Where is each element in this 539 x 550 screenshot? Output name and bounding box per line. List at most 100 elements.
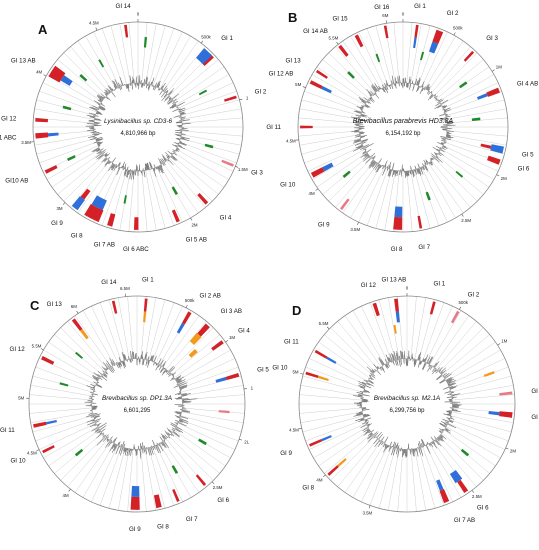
gc-baseline-ring xyxy=(358,82,448,172)
feature-block xyxy=(428,41,439,54)
gc-baseline-ring xyxy=(93,82,183,172)
tick-mark xyxy=(315,188,319,191)
spoke xyxy=(144,297,157,360)
gi-label: GI 1 xyxy=(221,35,233,42)
spoke xyxy=(159,35,191,89)
spoke xyxy=(177,145,234,172)
spoke xyxy=(445,99,505,116)
spoke xyxy=(397,449,404,512)
gi-label: GI 3 xyxy=(251,170,263,177)
gi-block xyxy=(490,144,505,154)
feature-block xyxy=(74,448,84,457)
gi-label: GI 12 xyxy=(10,346,26,353)
spoke xyxy=(298,130,360,137)
feature-block xyxy=(455,170,464,178)
spoke xyxy=(446,349,501,382)
tick-label: 1M xyxy=(501,338,507,343)
spokes xyxy=(299,296,515,512)
gi-label: GI 4 AB xyxy=(517,80,538,87)
spoke xyxy=(369,302,392,362)
tick-mark xyxy=(300,373,304,375)
spoke xyxy=(43,426,98,459)
gi-block xyxy=(196,48,213,65)
spoke xyxy=(163,40,199,92)
spoke xyxy=(166,160,206,208)
spoke xyxy=(148,447,166,509)
feature-block xyxy=(215,376,227,383)
gi-block xyxy=(310,167,325,178)
feature-block xyxy=(123,195,127,204)
gi-block xyxy=(309,439,322,447)
feature-block xyxy=(98,59,105,68)
feature-block xyxy=(325,356,337,364)
spoke xyxy=(397,296,404,359)
gi-block xyxy=(354,34,364,48)
spoke xyxy=(148,299,166,361)
genome-name: Brevibacillus sp. M2.1A xyxy=(374,395,440,402)
gi-block xyxy=(394,298,399,312)
spoke xyxy=(452,394,515,401)
spoke xyxy=(424,35,456,89)
gi-block xyxy=(71,196,85,211)
spoke xyxy=(155,306,183,363)
gi-label: GI 9 xyxy=(318,221,330,228)
spoke xyxy=(127,296,134,359)
spoke xyxy=(330,435,376,481)
tick-mark xyxy=(225,340,229,343)
spoke xyxy=(63,52,107,96)
feature-block xyxy=(171,186,179,195)
tick-mark xyxy=(200,40,204,44)
spoke xyxy=(177,82,234,109)
spoke xyxy=(358,31,385,88)
feature-block xyxy=(75,351,84,359)
tick-mark xyxy=(211,481,215,485)
spoke xyxy=(350,35,382,89)
feature-block xyxy=(176,322,185,334)
spoke xyxy=(352,310,385,365)
gi-label: GI 12 xyxy=(1,115,17,122)
tick-label: 5M xyxy=(18,395,24,400)
spoke xyxy=(179,366,239,389)
tick-mark xyxy=(36,449,40,452)
gi-block xyxy=(42,445,55,454)
gi-block xyxy=(153,494,162,509)
feature-block xyxy=(47,132,59,137)
spoke xyxy=(173,66,225,102)
spoke xyxy=(425,306,453,363)
tick-label: 0 xyxy=(137,12,140,17)
feature-block xyxy=(488,411,500,416)
tick-mark xyxy=(76,310,79,314)
spoke xyxy=(301,99,361,116)
spoke xyxy=(93,31,120,88)
tick-mark xyxy=(491,69,495,72)
spoke xyxy=(446,134,507,146)
tick-label: 4.5M xyxy=(286,138,296,143)
tick-mark xyxy=(459,306,462,310)
gc-content-trace xyxy=(84,350,198,459)
spoke xyxy=(74,441,112,493)
gc-baseline-ring xyxy=(361,358,453,450)
spoke xyxy=(176,349,231,382)
feature-block xyxy=(62,105,72,111)
gi-label: GI 5 xyxy=(257,367,269,374)
gi-block xyxy=(133,217,139,230)
feature-block xyxy=(204,143,214,149)
gi-label: GI 3 AB xyxy=(221,308,242,315)
gi-block xyxy=(300,125,313,129)
gi-label: GI 14 xyxy=(101,279,117,286)
spoke xyxy=(48,429,100,467)
spoke xyxy=(316,152,368,188)
spoke xyxy=(128,22,135,84)
gi-block xyxy=(84,203,104,223)
gi-block xyxy=(340,198,350,210)
spoke xyxy=(442,82,499,109)
spoke xyxy=(108,299,126,361)
spoke xyxy=(39,358,96,386)
spoke xyxy=(414,297,427,360)
spoke xyxy=(299,407,362,414)
feature-block xyxy=(394,206,403,218)
spoke xyxy=(441,148,495,180)
spoke xyxy=(180,375,242,393)
spoke xyxy=(171,432,220,474)
feature-block xyxy=(91,195,107,211)
